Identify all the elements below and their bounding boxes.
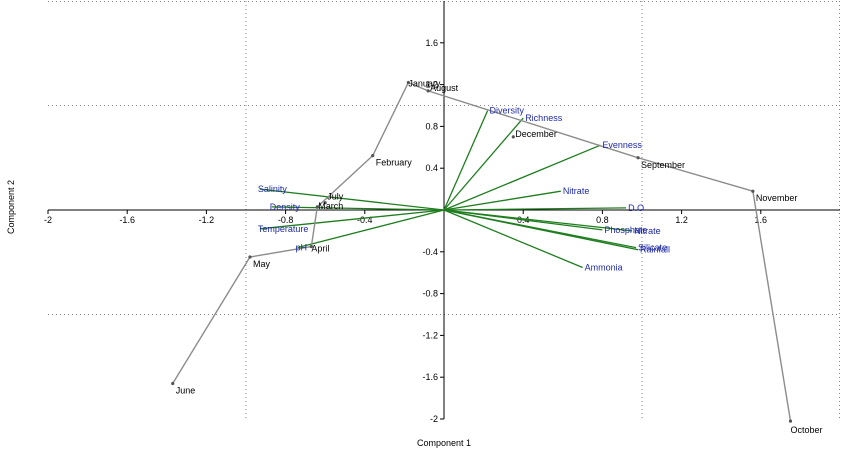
month-label: June <box>176 385 196 395</box>
path-segment <box>752 191 792 422</box>
y-tick-label: 0.4 <box>425 163 438 173</box>
variable-label: Phosphate <box>604 225 647 235</box>
variable-label: Nitrate <box>634 226 661 236</box>
x-tick-label: 1.2 <box>675 215 688 225</box>
y-tick-label: 0.8 <box>425 121 438 131</box>
month-point <box>371 154 375 158</box>
path-segment <box>316 155 374 208</box>
month-label: January <box>408 79 441 89</box>
variable-label: Salinity <box>258 184 288 194</box>
loading-vector <box>443 117 524 211</box>
month-label: May <box>253 259 271 269</box>
variable-label: Evenness <box>602 140 642 150</box>
x-tick-label: -0.8 <box>278 215 294 225</box>
x-tick-label: -1.2 <box>199 215 215 225</box>
variable-label: Richness <box>525 113 563 123</box>
path-segment <box>408 81 429 92</box>
month-point <box>248 255 252 259</box>
month-label: April <box>311 244 329 254</box>
loading-vector <box>443 209 633 232</box>
y-axis-ticks: 1.6 1.2 0.8 0.4 -0.4 -0.8 -1.2 -1.6 -2 <box>422 38 444 424</box>
month-point <box>323 201 327 205</box>
path-segment <box>172 256 251 384</box>
variable-label: Temperature <box>258 224 309 234</box>
month-point <box>309 244 313 249</box>
month-label: September <box>641 160 685 170</box>
y-tick-label: -0.4 <box>422 247 438 257</box>
month-point <box>751 189 755 193</box>
loading-vector <box>443 190 561 211</box>
path-segment <box>637 157 754 192</box>
variable-label: Density <box>270 202 301 212</box>
month-point <box>171 381 175 386</box>
x-axis-label: Component 1 <box>417 438 471 448</box>
path-segment <box>249 245 312 258</box>
month-label: August <box>430 83 459 93</box>
path-segment <box>372 82 409 156</box>
monthly-path <box>171 80 793 423</box>
x-tick-label: -2 <box>44 215 52 225</box>
y-tick-label: 1.2 <box>425 80 438 90</box>
x-tick-label: -1.6 <box>119 215 135 225</box>
loading-vector <box>443 209 583 269</box>
x-tick-label: -0.4 <box>357 215 373 225</box>
y-axis-label: Component 2 <box>6 180 16 234</box>
x-axis-ticks: -2-1.6-1.2-0.8-0.40.40.81.21.6 <box>44 210 767 225</box>
variable-label: D.O <box>628 203 644 213</box>
month-label: March <box>318 201 343 211</box>
month-label: November <box>756 193 798 203</box>
month-label: July <box>327 192 344 202</box>
month-point <box>636 156 640 160</box>
month-point <box>426 89 430 93</box>
variable-label: Rainfall <box>640 245 670 255</box>
loading-vectors <box>259 110 639 269</box>
loading-vector <box>443 209 639 251</box>
variable-label: Ammonia <box>585 262 623 272</box>
variable-label: Diversity <box>490 106 525 116</box>
loading-vector <box>271 206 445 211</box>
loading-vector <box>297 209 445 249</box>
y-tick-label: 1.6 <box>425 38 438 48</box>
month-label: October <box>791 425 823 435</box>
variable-label: Silicate <box>638 243 667 253</box>
month-point <box>788 419 793 423</box>
variable-label: Nitrate <box>563 186 590 196</box>
path-segment <box>310 206 318 247</box>
loading-vector <box>259 209 445 230</box>
month-label: December <box>515 129 557 139</box>
loading-vector <box>443 207 627 211</box>
month-point <box>406 80 410 85</box>
path-segment <box>427 90 639 159</box>
y-tick-label: -1.2 <box>422 330 438 340</box>
y-tick-label: -2 <box>430 414 438 424</box>
x-tick-label: 0.8 <box>596 215 609 225</box>
y-tick-label: -1.6 <box>422 372 438 382</box>
loading-vector <box>443 144 601 211</box>
variable-label: pH <box>295 243 307 253</box>
y-tick-label: -0.8 <box>422 289 438 299</box>
loading-vector <box>259 188 445 211</box>
month-point <box>315 205 319 209</box>
x-tick-label: 1.6 <box>755 215 768 225</box>
month-point <box>511 135 515 139</box>
month-label: February <box>376 158 413 168</box>
loading-vector <box>443 110 489 211</box>
